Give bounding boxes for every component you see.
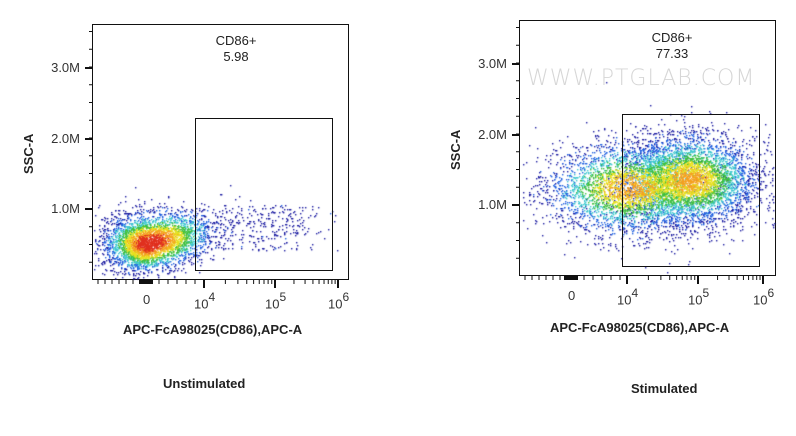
y-axis-label: SSC-A	[448, 129, 463, 170]
gate-name: CD86+	[651, 30, 693, 45]
x-tick-label: 106	[753, 286, 775, 308]
gate-cd86-positive[interactable]	[622, 114, 760, 267]
x-axis-label: APC-FcA98025(CD86),APC-A	[550, 320, 730, 335]
y-tick-label: 3.0M	[478, 56, 507, 71]
x-tick-label: 0	[568, 288, 575, 303]
x-tick-exponent: 4	[631, 286, 639, 300]
x-tick-base: 10	[617, 292, 632, 308]
x-tick-exponent: 5	[702, 286, 710, 300]
gate-label: CD86+ 77.33	[632, 30, 712, 62]
x-tick-label: 105	[688, 286, 710, 308]
panel-caption: Stimulated	[631, 381, 698, 396]
x-tick-base: 10	[753, 292, 768, 308]
x-tick-base: 0	[568, 288, 576, 303]
x-tick-base: 10	[688, 292, 703, 308]
y-tick-label: 2.0M	[478, 127, 507, 142]
x-tick-exponent: 6	[767, 286, 775, 300]
gate-percentage: 77.33	[655, 46, 689, 61]
y-tick-label: 1.0M	[478, 197, 507, 212]
watermark: WWW.PTGLAB.COM	[527, 66, 756, 91]
x-tick-label: 104	[617, 286, 639, 308]
